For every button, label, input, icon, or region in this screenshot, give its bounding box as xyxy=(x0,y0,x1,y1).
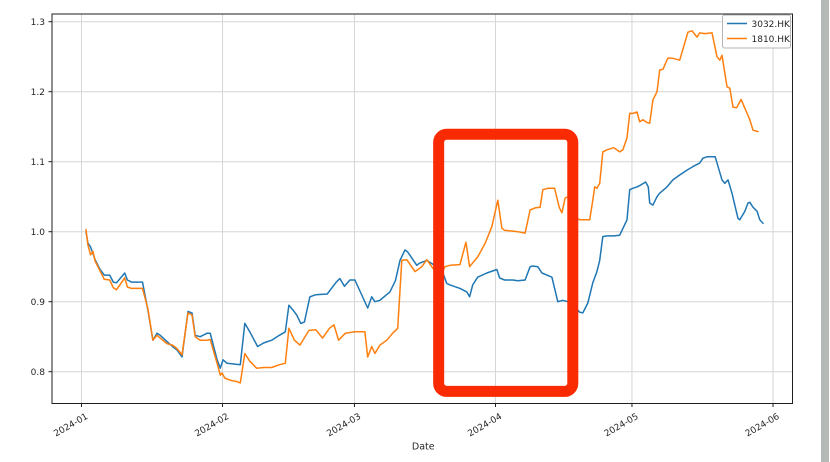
legend-label: 3032.HK xyxy=(752,20,792,30)
y-tick-label: 0.9 xyxy=(31,298,46,308)
plot-border xyxy=(51,13,793,404)
series-line-1810hk xyxy=(85,30,759,384)
y-tick-label: 0.8 xyxy=(31,368,46,378)
legend: 3032.HK 1810.HK xyxy=(722,14,792,49)
x-axis-title: Date xyxy=(412,442,435,453)
y-tick-label: 1.0 xyxy=(31,228,46,238)
y-tick-label: 1.1 xyxy=(31,158,45,168)
annotation-highlight-rectangle xyxy=(433,128,579,397)
y-tick-label: 1.2 xyxy=(31,88,45,98)
legend-label: 1810.HK xyxy=(752,35,792,45)
y-tick-label: 1.3 xyxy=(31,18,45,28)
window-right-edge-strip xyxy=(821,0,829,462)
